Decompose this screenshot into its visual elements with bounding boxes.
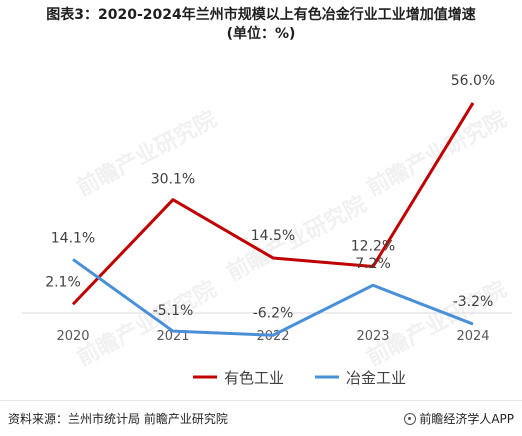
watermark-text: 前瞻产业研究院 bbox=[363, 106, 511, 201]
series-line-nonferrous bbox=[73, 103, 473, 304]
watermark-text: 前瞻产业研究院 bbox=[73, 276, 221, 371]
line-chart: 前瞻产业研究院前瞻产业研究院前瞻产业研究院前瞻产业研究院前瞻产业研究院 2020… bbox=[0, 0, 522, 400]
brand-name: 前瞻经济学人APP bbox=[419, 412, 514, 426]
series-lines bbox=[73, 103, 473, 335]
brand-credit: 前瞻经济学人APP bbox=[404, 410, 514, 427]
watermark-text: 前瞻产业研究院 bbox=[73, 106, 221, 201]
x-tick-label: 2020 bbox=[56, 329, 89, 344]
source-note: 资料来源：兰州市统计局 前瞻产业研究院 bbox=[8, 410, 228, 427]
data-label: 12.2% bbox=[351, 239, 395, 255]
data-label: 14.5% bbox=[251, 228, 295, 244]
data-label: 14.1% bbox=[51, 230, 95, 246]
x-tick-label: 2024 bbox=[456, 329, 489, 344]
x-tick-label: 2023 bbox=[356, 329, 389, 344]
data-label: 30.1% bbox=[151, 172, 195, 188]
data-label: 7.2% bbox=[355, 256, 391, 272]
data-label: 2.1% bbox=[45, 274, 81, 290]
data-label: -5.1% bbox=[153, 303, 194, 319]
legend: 有色工业 冶金工业 bbox=[193, 369, 406, 387]
data-labels: 2.1% 30.1% 14.5% 12.2% 56.0% 14.1% -5.1% -6.2% 7… bbox=[45, 73, 495, 321]
data-label: -6.2% bbox=[253, 305, 294, 321]
data-label: 56.0% bbox=[451, 73, 495, 89]
watermark-text: 前瞻产业研究院 bbox=[223, 191, 371, 286]
data-label: -3.2% bbox=[453, 294, 494, 310]
brand-logo-icon bbox=[404, 413, 416, 425]
footer: 资料来源：兰州市统计局 前瞻产业研究院 前瞻经济学人APP bbox=[0, 400, 522, 436]
legend-label: 冶金工业 bbox=[346, 369, 406, 387]
legend-label: 有色工业 bbox=[224, 369, 284, 387]
